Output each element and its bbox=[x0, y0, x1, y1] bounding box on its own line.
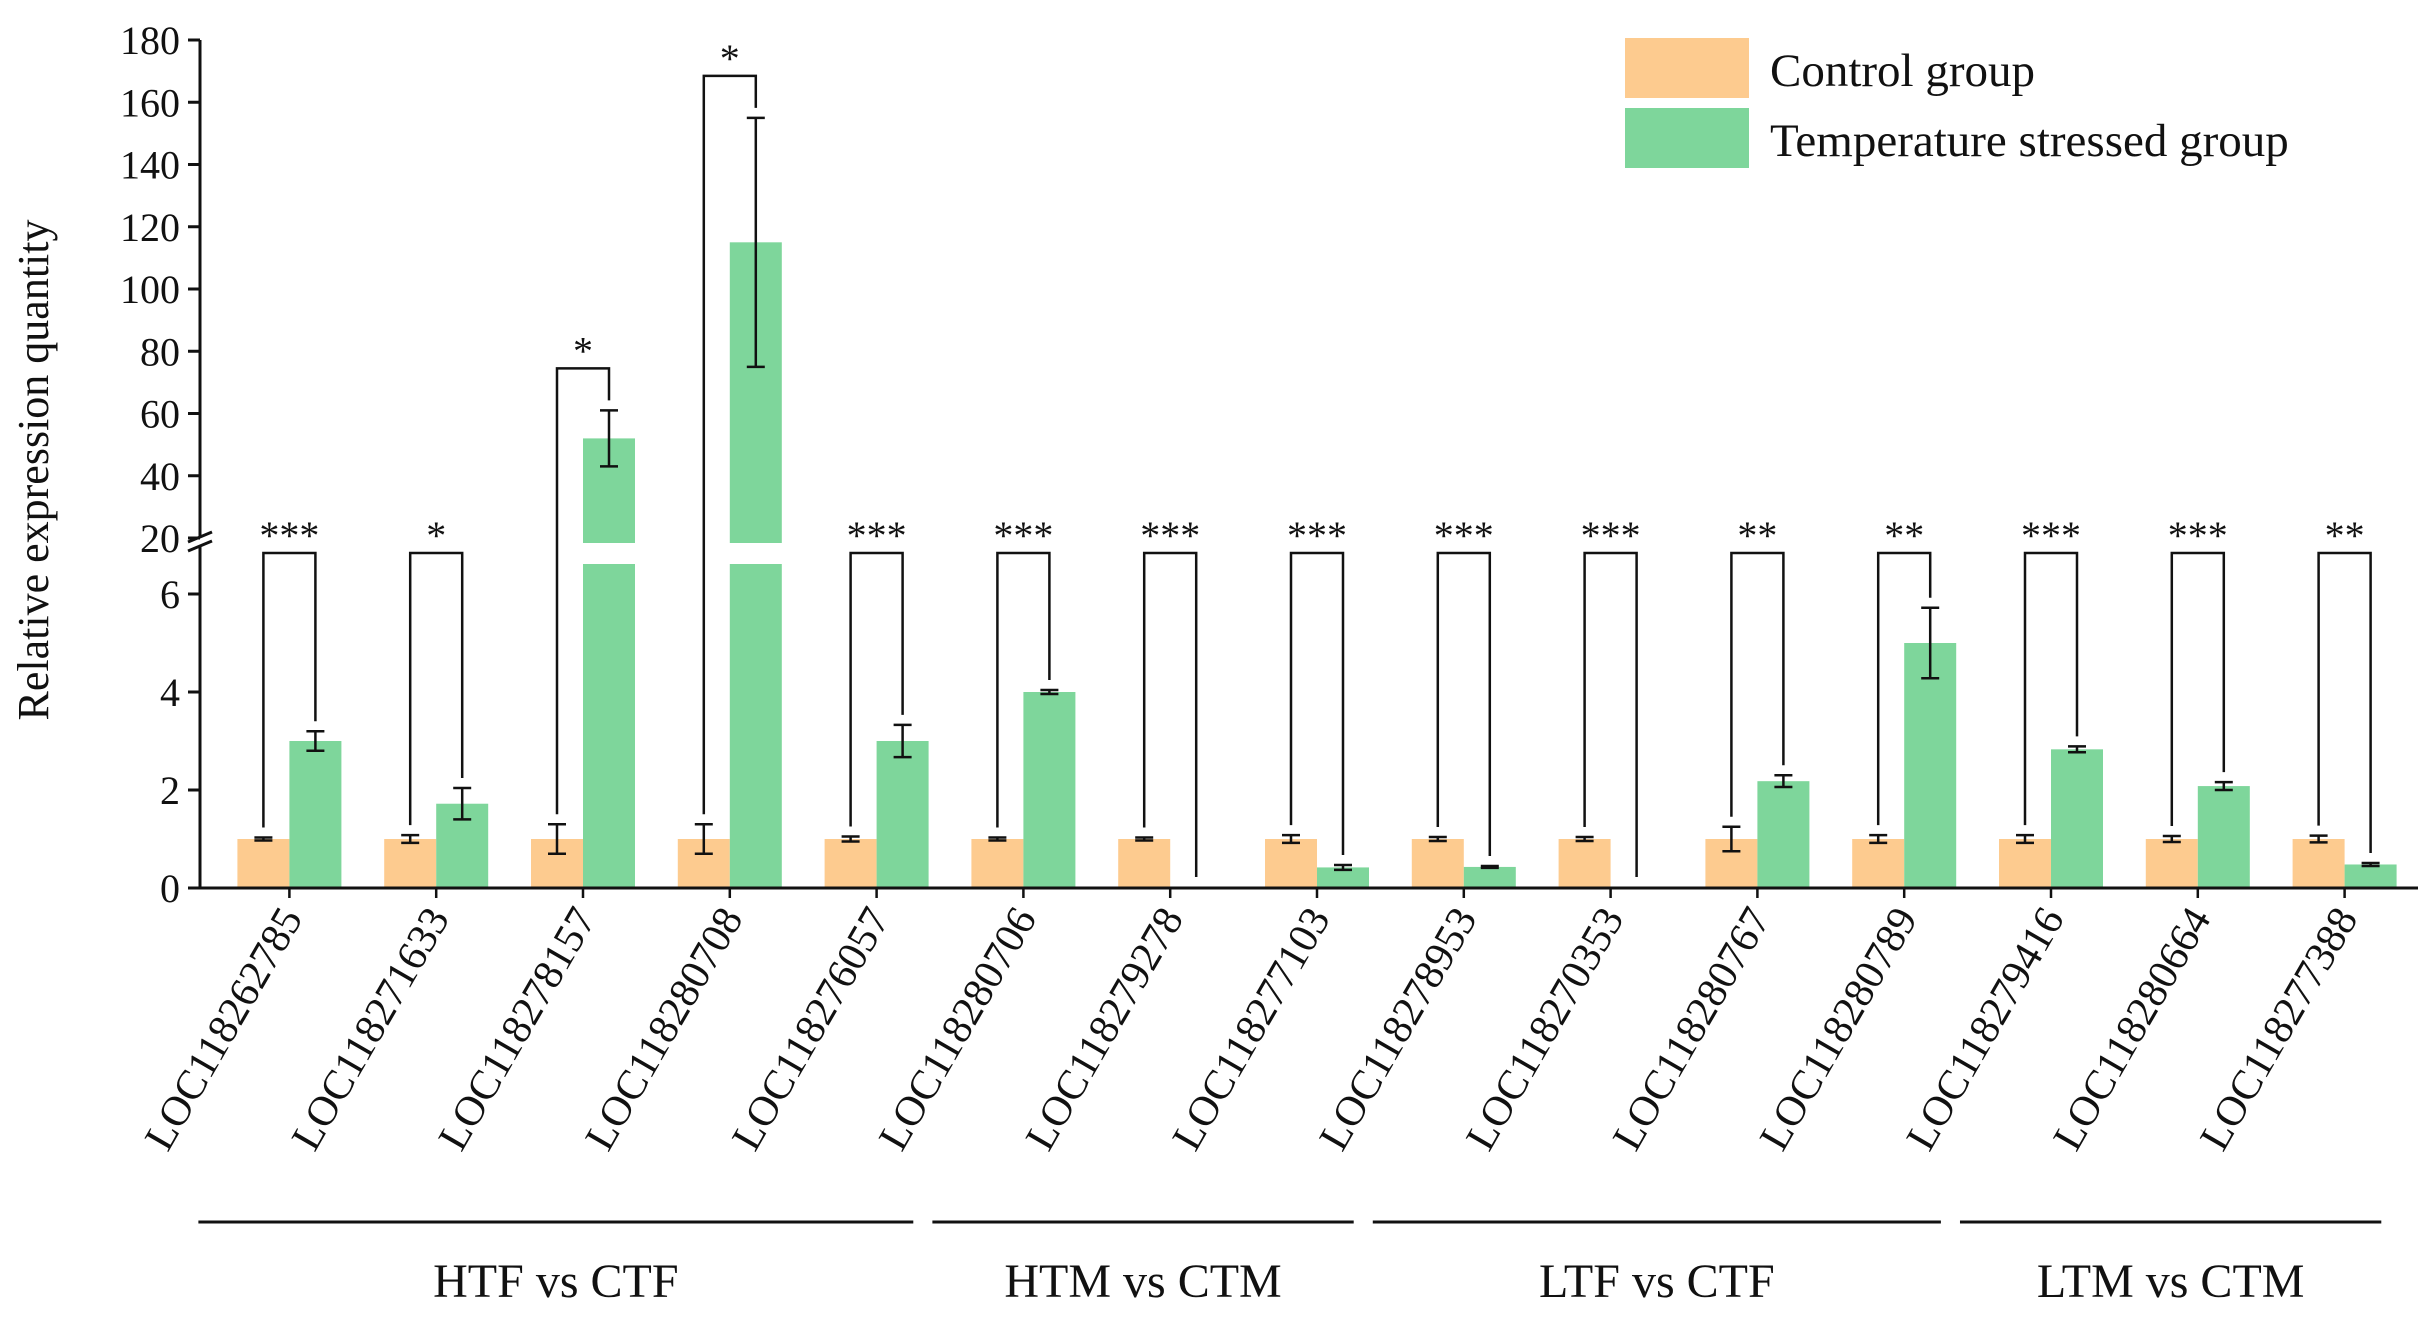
significance-label-LOC118277103: *** bbox=[1287, 513, 1347, 558]
significance-bracket-LOC118280708 bbox=[702, 74, 758, 815]
significance-label-LOC118276057: *** bbox=[847, 513, 907, 558]
significance-bracket-LOC118276057 bbox=[849, 551, 904, 827]
x-tick-label-LOC118280708: LOC118280708 bbox=[577, 900, 753, 1158]
significance-bracket-LOC118278157 bbox=[555, 367, 611, 815]
bar-control-LOC118262785 bbox=[237, 839, 290, 888]
x-tick-label-LOC118270353: LOC118270353 bbox=[1458, 900, 1634, 1158]
y-tick-label-180: 180 bbox=[120, 18, 180, 63]
significance-bracket-LOC118270353 bbox=[1583, 551, 1638, 878]
bar-control-LOC118270353 bbox=[1558, 839, 1611, 888]
x-tick-label-LOC118277103: LOC118277103 bbox=[1164, 900, 1340, 1158]
y-tick-label-6: 6 bbox=[160, 572, 180, 617]
significance-label-LOC118280789: ** bbox=[1884, 513, 1924, 558]
y-tick-label-60: 60 bbox=[140, 392, 180, 437]
significance-label-LOC118280706: *** bbox=[993, 513, 1053, 558]
y-tick-label-160: 160 bbox=[120, 80, 180, 125]
x-tick-label-LOC118276057: LOC118276057 bbox=[724, 900, 900, 1158]
significance-bracket-LOC118279416 bbox=[2023, 551, 2079, 826]
y-axis-label: Relative expression quantity bbox=[9, 220, 58, 721]
y-tick-label-120: 120 bbox=[120, 205, 180, 250]
x-tick-label-LOC118279278: LOC118279278 bbox=[1017, 900, 1193, 1158]
significance-bracket-LOC118277103 bbox=[1289, 551, 1345, 855]
y-tick-label-80: 80 bbox=[140, 329, 180, 374]
legend-label-control: Control group bbox=[1770, 45, 2035, 97]
legend: Control group Temperature stressed group bbox=[1625, 38, 2289, 168]
significance-bracket-LOC118280767 bbox=[1730, 551, 1785, 817]
significance-label-LOC118277388: ** bbox=[2325, 513, 2365, 558]
bar-stressed-LOC118278157 bbox=[583, 438, 635, 888]
bar-control-LOC118280664 bbox=[2145, 839, 2198, 888]
significance-label-LOC118280708: * bbox=[720, 36, 740, 81]
x-tick-label-LOC118280767: LOC118280767 bbox=[1604, 900, 1780, 1158]
significance-label-LOC118280767: ** bbox=[1737, 513, 1777, 558]
y-tick-label-0: 0 bbox=[160, 866, 180, 911]
x-tick-label-LOC118278157: LOC118278157 bbox=[430, 900, 606, 1158]
y-tick-label-4: 4 bbox=[160, 670, 180, 715]
bar-stressed-LOC118279416 bbox=[2051, 749, 2103, 888]
legend-label-stressed: Temperature stressed group bbox=[1770, 115, 2289, 167]
bar-stressed-LOC118280789 bbox=[1904, 643, 1957, 888]
x-tick-label-LOC118279416: LOC118279416 bbox=[1898, 900, 2074, 1158]
bar-control-LOC118280706 bbox=[971, 839, 1024, 888]
significance-label-LOC118278953: *** bbox=[1434, 513, 1494, 558]
plot-area: *** ****** *** *** *** *** *** ** ** *** *** **0246… bbox=[120, 18, 2418, 1308]
significance-bracket-LOC118271633 bbox=[408, 551, 464, 826]
significance-bracket-LOC118280706 bbox=[996, 551, 1051, 828]
bar-stressed-LOC118280767 bbox=[1757, 781, 1810, 888]
x-tick-label-LOC118280706: LOC118280706 bbox=[870, 900, 1046, 1158]
bar-break-gap-LOC118280708 bbox=[727, 543, 784, 564]
x-tick-label-LOC118262785: LOC118262785 bbox=[136, 900, 312, 1158]
significance-label-LOC118271633: * bbox=[426, 513, 446, 558]
bar-stressed-LOC118277103 bbox=[1317, 867, 1369, 888]
significance-label-LOC118278157: * bbox=[573, 328, 593, 373]
bar-stressed-LOC118276057 bbox=[876, 741, 929, 888]
bar-control-LOC118271633 bbox=[384, 839, 437, 888]
x-tick-label-LOC118278953: LOC118278953 bbox=[1311, 900, 1487, 1158]
bar-control-LOC118279416 bbox=[1999, 839, 2051, 888]
bar-control-LOC118277388 bbox=[2292, 839, 2345, 888]
bar-stressed-LOC118262785 bbox=[289, 741, 342, 888]
group-label-HTM vs CTM: HTM vs CTM bbox=[1004, 1255, 1281, 1308]
bar-control-LOC118277103 bbox=[1265, 839, 1317, 888]
significance-bracket-LOC118277388 bbox=[2317, 551, 2372, 854]
x-tick-label-LOC118271633: LOC118271633 bbox=[283, 900, 459, 1158]
bar-control-LOC118276057 bbox=[824, 839, 877, 888]
group-label-LTM vs CTM: LTM vs CTM bbox=[2037, 1255, 2305, 1308]
bar-break-gap-LOC118278157 bbox=[581, 543, 637, 564]
axis-break-mark bbox=[187, 539, 213, 553]
y-tick-label-100: 100 bbox=[120, 267, 180, 312]
bar-stressed-LOC118278953 bbox=[1463, 866, 1516, 888]
bar-control-LOC118278953 bbox=[1411, 839, 1464, 888]
group-label-LTF vs CTF: LTF vs CTF bbox=[1539, 1255, 1775, 1308]
legend-swatch-control bbox=[1625, 38, 1749, 98]
y-tick-label-140: 140 bbox=[120, 143, 180, 188]
bar-stressed-LOC118277388 bbox=[2344, 864, 2397, 888]
group-label-HTF vs CTF: HTF vs CTF bbox=[433, 1255, 678, 1308]
significance-bracket-LOC118280664 bbox=[2170, 551, 2226, 827]
significance-bracket-LOC118279278 bbox=[1142, 551, 1198, 878]
bar-control-LOC118280789 bbox=[1852, 839, 1905, 888]
significance-bracket-LOC118262785 bbox=[262, 551, 317, 828]
significance-label-LOC118279278: *** bbox=[1140, 513, 1200, 558]
y-tick-label-40: 40 bbox=[140, 454, 180, 499]
significance-label-LOC118279416: *** bbox=[2021, 513, 2081, 558]
bar-stressed-LOC118280664 bbox=[2197, 786, 2250, 888]
significance-label-LOC118262785: *** bbox=[259, 513, 319, 558]
x-tick-label-LOC118280664: LOC118280664 bbox=[2045, 900, 2221, 1158]
significance-bracket-LOC118278953 bbox=[1436, 551, 1492, 856]
legend-swatch-stressed bbox=[1625, 108, 1749, 168]
x-tick-label-LOC118280789: LOC118280789 bbox=[1751, 900, 1927, 1158]
significance-bracket-LOC118280789 bbox=[1876, 551, 1932, 826]
significance-label-LOC118280664: *** bbox=[2168, 513, 2228, 558]
y-tick-label-20: 20 bbox=[140, 516, 180, 561]
x-tick-label-LOC118277388: LOC118277388 bbox=[2192, 900, 2368, 1158]
significance-label-LOC118270353: *** bbox=[1581, 513, 1641, 558]
y-tick-label-2: 2 bbox=[160, 768, 180, 813]
bar-stressed-LOC118280706 bbox=[1023, 692, 1076, 888]
bar-control-LOC118279278 bbox=[1118, 839, 1171, 888]
